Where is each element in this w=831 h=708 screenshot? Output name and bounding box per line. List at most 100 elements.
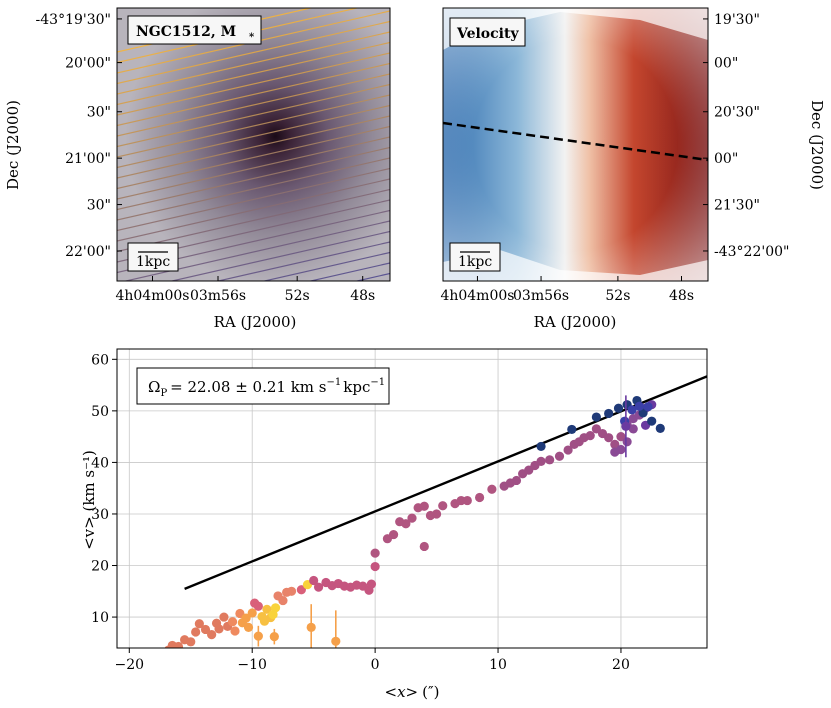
panel1-frame	[116, 7, 391, 282]
x-tick-label: 20	[612, 657, 630, 673]
data-point	[306, 622, 316, 632]
y-tick-label: 20'30"	[714, 105, 760, 121]
data-point	[309, 575, 319, 586]
slit-line	[117, 115, 390, 179]
data-point	[366, 579, 377, 589]
pseudo-slits	[117, 8, 390, 281]
data-point	[207, 629, 217, 640]
panel2-scalebar: 1kpc	[449, 242, 501, 272]
slit-line	[117, 125, 390, 190]
y-tick-label: -43°22'00"	[714, 244, 789, 260]
data-point	[194, 619, 204, 629]
scatter-frame	[116, 348, 708, 649]
panel1-scalebar-label: 1kpc	[136, 254, 170, 270]
data-point	[567, 424, 577, 435]
data-point	[191, 627, 201, 637]
data-point	[604, 433, 614, 443]
data-point	[419, 541, 429, 552]
data-point	[610, 447, 620, 457]
y-tick-label: 21'00"	[65, 151, 111, 167]
omega-text: ΩP = 22.08 ± 0.21 km s−1 kpc−1	[148, 377, 385, 399]
data-point	[647, 416, 657, 426]
data-point	[214, 624, 224, 634]
data-point	[591, 412, 601, 422]
data-point	[536, 456, 546, 466]
data-point	[401, 519, 411, 529]
y-tick-label: 00"	[714, 56, 738, 72]
panel1-xlabel: RA (J2000)	[214, 313, 297, 331]
slit-line	[117, 178, 390, 242]
scatter-xlabel: <x> (″)	[385, 683, 440, 701]
data-point	[475, 492, 485, 503]
data-point	[627, 405, 637, 415]
panel1-ylabel: Dec (J2000)	[4, 100, 22, 190]
slit-line	[117, 167, 390, 232]
scatter-ylabel: <v> (km s⁻¹)	[80, 450, 98, 550]
y-tick-label: 30"	[87, 105, 111, 121]
x-tick-label: −10	[237, 657, 267, 673]
data-point	[262, 604, 272, 614]
data-point	[628, 424, 638, 434]
y-tick-label: 30"	[87, 198, 111, 214]
omega-annotation: ΩP = 22.08 ± 0.21 km s−1 kpc−1	[136, 367, 390, 405]
data-point	[585, 431, 595, 441]
data-point	[173, 641, 184, 648]
data-point	[296, 585, 306, 595]
x-tick-label: 03m56s	[513, 288, 569, 304]
data-point	[331, 636, 341, 646]
rotation-scatter-panel: −20 −10 0 10 20 10 20 30 40 50 60 ΩP = 22.08 ± 0.21…	[80, 348, 708, 701]
data-point	[219, 612, 229, 622]
data-point	[634, 401, 644, 411]
data-point	[227, 617, 238, 627]
data-point	[241, 613, 251, 623]
major-axis-line	[443, 121, 708, 162]
data-point	[269, 632, 279, 642]
y-tick-label: 00"	[714, 151, 738, 167]
y-tick-label: 20'00"	[65, 56, 111, 72]
slit-line	[117, 73, 390, 137]
data-point	[370, 548, 380, 558]
y-tick-label: 21'30"	[714, 198, 760, 214]
slit-line	[123, 220, 390, 281]
data-point	[511, 475, 522, 486]
x-tick-label: 48s	[669, 288, 694, 304]
y-tick-label: 60	[91, 352, 109, 368]
panel2-frame	[442, 7, 709, 282]
data-point	[407, 513, 417, 523]
data-point	[536, 441, 546, 452]
x-tick-label: 52s	[285, 288, 310, 304]
slit-line	[117, 31, 390, 95]
data-point	[563, 445, 573, 455]
scatter-ticks: −20 −10 0 10 20 10 20 30 40 50 60	[91, 352, 630, 673]
slit-line	[117, 83, 390, 148]
y-tick-label: 10	[91, 610, 109, 626]
data-point	[554, 451, 565, 461]
data-point	[286, 586, 297, 596]
slit-line	[169, 230, 390, 281]
y-tick-label: 19'30"	[714, 12, 760, 28]
x-tick-label: 0	[371, 657, 380, 673]
x-tick-label: 48s	[350, 288, 375, 304]
data-point	[621, 421, 631, 431]
slit-line	[261, 251, 390, 281]
panel2-ylabel: Dec (J2000)	[808, 100, 826, 190]
slit-line	[117, 41, 390, 106]
data-point	[462, 495, 472, 506]
stellar-mass-image	[117, 8, 390, 281]
stellar-mass-panel: 4h04m00s 03m56s 52s 48s -43°19'30" 20'00" 30" 2…	[4, 7, 391, 331]
data-point	[230, 626, 240, 636]
data-point	[278, 595, 288, 606]
data-point	[186, 637, 196, 647]
x-tick-label: 03m56s	[190, 288, 246, 304]
slit-line	[308, 262, 390, 281]
data-point	[200, 624, 211, 635]
data-point	[388, 529, 399, 540]
data-point	[313, 582, 324, 592]
data-point	[253, 631, 263, 641]
panel2-xlabel: RA (J2000)	[534, 313, 617, 331]
data-point	[487, 484, 497, 494]
data-point	[243, 622, 254, 632]
